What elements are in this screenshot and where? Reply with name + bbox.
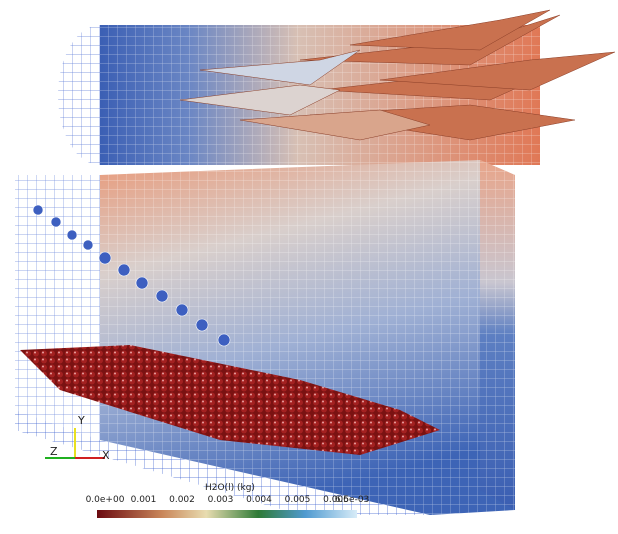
colorbar-label: 0.001 — [131, 495, 157, 505]
colorbar-title: H2O(l) (kg) — [205, 483, 255, 493]
axis-y-label: Y — [77, 414, 85, 427]
box — [15, 160, 515, 515]
axis-x-label: X — [102, 449, 110, 462]
colorbar-label: 0.004 — [246, 495, 272, 505]
axis-z-label: Z — [50, 445, 58, 458]
render-view: Y Z X H2O(l) (kg) 0.0e+00 0.001 0.002 0.003… — [0, 0, 618, 534]
colorbar-label: 0.0e+00 — [86, 495, 125, 505]
colorbar-gradient — [97, 510, 357, 518]
colorbar-label: 0.002 — [169, 495, 195, 505]
colorbar-label: 6.5e-03 — [335, 495, 370, 505]
colorbar-label: 0.005 — [285, 495, 311, 505]
colorbar-label: 0.003 — [208, 495, 234, 505]
